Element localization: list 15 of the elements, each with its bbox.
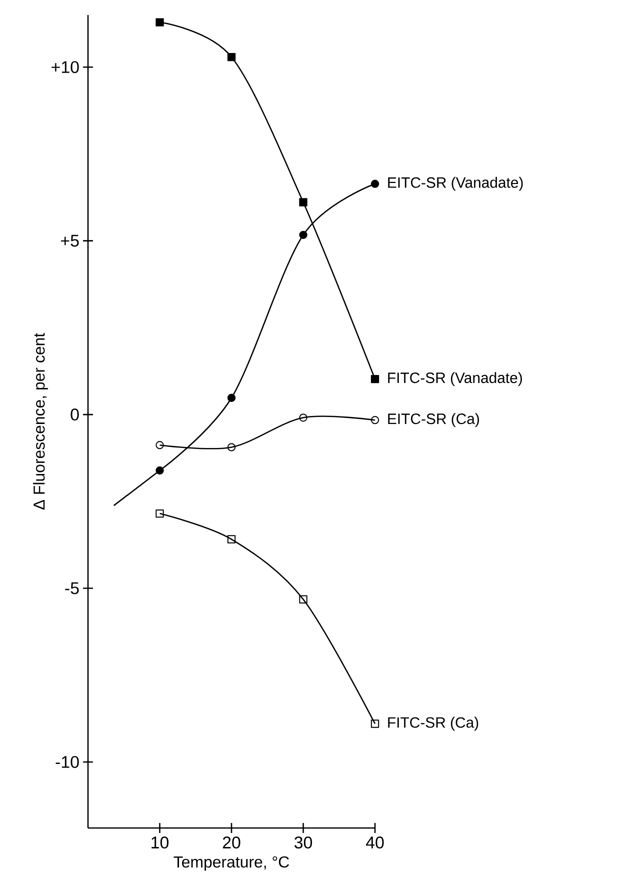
x-tick-label: 30: [294, 836, 312, 848]
y-tick-label: +10: [52, 61, 79, 74]
x-tick-label: 40: [366, 836, 384, 848]
y-tick-label: 0: [70, 408, 79, 421]
series-label: FITC-SR (Vanadate): [388, 372, 522, 386]
series-label: EITC-SR (Vanadate): [388, 176, 523, 191]
x-axis-title: Temperature, °C: [174, 856, 289, 871]
x-tick-label: 20: [222, 836, 240, 848]
y-axis-title: Δ Fluorescence, per cent: [33, 333, 48, 510]
y-tick-label: +5: [61, 234, 79, 247]
x-tick-label: 10: [152, 836, 169, 848]
y-tick-label: -10: [56, 756, 79, 768]
series-label: FITC-SR (Ca): [388, 716, 478, 731]
y-tick-label: -5: [65, 582, 79, 594]
series-label: EITC-SR (Ca): [388, 413, 479, 428]
